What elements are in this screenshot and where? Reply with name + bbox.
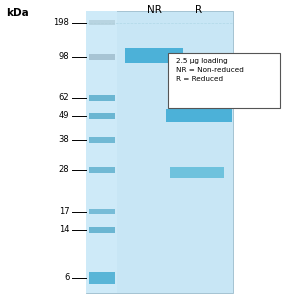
- Bar: [89, 272, 115, 284]
- Bar: [125, 48, 183, 63]
- Bar: [86, 11, 117, 292]
- Bar: [170, 167, 224, 178]
- Bar: [89, 94, 115, 100]
- Bar: [89, 54, 115, 60]
- Bar: [89, 20, 115, 25]
- Text: NR: NR: [147, 5, 162, 15]
- Text: 98: 98: [59, 52, 69, 62]
- Bar: [89, 209, 115, 214]
- Text: 14: 14: [59, 225, 69, 234]
- Text: 2.5 μg loading
NR = Non-reduced
R = Reduced: 2.5 μg loading NR = Non-reduced R = Redu…: [176, 58, 244, 82]
- Bar: [86, 11, 233, 292]
- Bar: [89, 226, 115, 232]
- Bar: [89, 136, 115, 142]
- Text: R: R: [194, 5, 202, 15]
- FancyBboxPatch shape: [168, 52, 280, 108]
- Text: 28: 28: [59, 165, 69, 174]
- Text: 62: 62: [59, 93, 69, 102]
- Bar: [89, 167, 115, 172]
- Text: 6: 6: [64, 273, 69, 282]
- Bar: [89, 112, 115, 118]
- Text: 17: 17: [59, 207, 69, 216]
- Text: 38: 38: [59, 135, 69, 144]
- Text: 49: 49: [59, 111, 69, 120]
- Text: kDa: kDa: [6, 8, 28, 17]
- Bar: [166, 109, 232, 122]
- Text: 198: 198: [53, 18, 69, 27]
